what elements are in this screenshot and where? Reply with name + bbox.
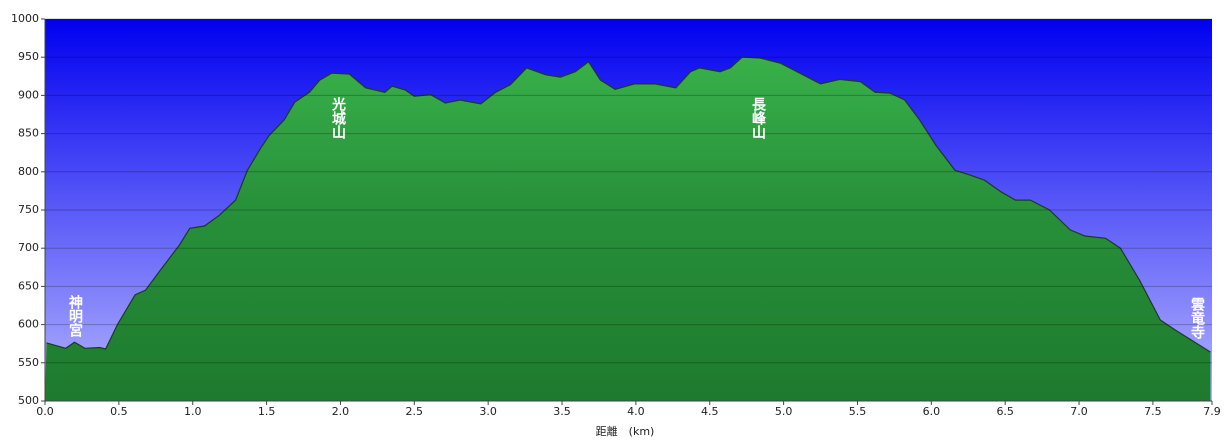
elevation-area <box>45 57 1212 401</box>
y-tick-label: 600 <box>18 318 39 331</box>
y-tick-label: 850 <box>18 127 39 140</box>
x-tick-label: 6.5 <box>996 405 1014 418</box>
x-tick-label: 2.0 <box>332 405 350 418</box>
y-tick-label: 1000 <box>11 12 39 25</box>
y-tick-label: 700 <box>18 241 39 254</box>
place-label: 光城山 <box>330 96 347 140</box>
y-tick-label: 650 <box>18 279 39 292</box>
x-tick-label: 3.0 <box>479 405 497 418</box>
place-label: 雲竜寺 <box>1189 296 1205 340</box>
x-tick-label: 5.5 <box>849 405 867 418</box>
y-tick-label: 950 <box>18 50 39 63</box>
x-tick-label: 1.0 <box>184 405 202 418</box>
x-tick-label: 4.0 <box>627 405 645 418</box>
y-tick-label: 500 <box>18 394 39 407</box>
x-axis-title: 距離 (km) <box>596 424 655 438</box>
x-tick-label: 4.5 <box>701 405 719 418</box>
x-tick-label: 2.5 <box>406 405 424 418</box>
y-tick-label: 550 <box>18 356 39 369</box>
x-tick-label: 5.0 <box>775 405 793 418</box>
place-label: 神明宮 <box>67 294 83 338</box>
x-tick-label: 6.0 <box>923 405 941 418</box>
place-label: 長峰山 <box>750 97 766 140</box>
x-tick-label: 7.9 <box>1203 405 1221 418</box>
x-tick-label: 7.5 <box>1144 405 1162 418</box>
y-tick-label: 900 <box>18 88 39 101</box>
x-tick-label: 3.5 <box>553 405 571 418</box>
y-tick-label: 800 <box>18 165 39 178</box>
elevation-line <box>46 56 1211 353</box>
x-tick-label: 7.0 <box>1070 405 1088 418</box>
y-tick-label: 750 <box>18 203 39 216</box>
x-tick-label: 0.0 <box>36 405 54 418</box>
x-tick-label: 1.5 <box>258 405 276 418</box>
x-tick-label: 0.5 <box>110 405 128 418</box>
